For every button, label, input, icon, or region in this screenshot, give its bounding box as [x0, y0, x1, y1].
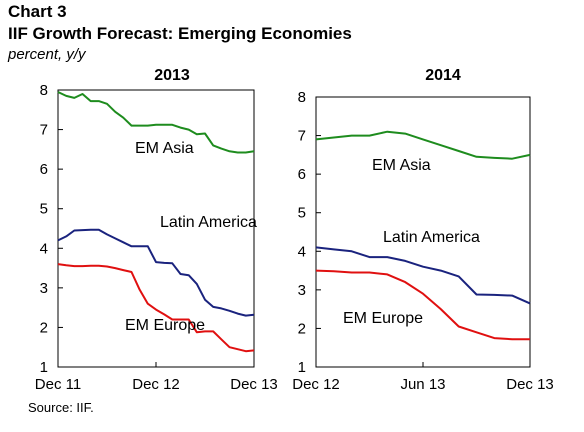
y-tick-label-0-0: 1 — [40, 359, 48, 376]
series-line-0-1 — [57, 228, 255, 317]
y-tick-label-1-4: 5 — [298, 205, 306, 222]
x-tick-label-1-2: Dec 13 — [506, 376, 554, 393]
y-tick-label-0-7: 8 — [40, 82, 48, 99]
source-note: Source: IIF. — [28, 400, 94, 415]
series-label-1-1: Latin America — [383, 229, 480, 246]
y-tick-label-0-4: 5 — [40, 201, 48, 218]
y-tick-label-0-6: 7 — [40, 122, 48, 139]
series-line-0-0 — [57, 91, 255, 154]
y-tick-label-0-3: 4 — [40, 240, 48, 257]
chart-units: percent, y/y — [8, 46, 86, 63]
y-tick-label-1-3: 4 — [298, 243, 306, 260]
y-tick-label-1-1: 2 — [298, 320, 306, 337]
y-tick-label-0-1: 2 — [40, 319, 48, 336]
series-line-0-2 — [57, 263, 255, 353]
series-line-1-1 — [315, 246, 531, 305]
series-line-1-2 — [315, 269, 530, 341]
x-tick-label-0-2: Dec 13 — [230, 376, 278, 393]
y-tick-label-0-5: 6 — [40, 161, 48, 178]
series-line-1-0 — [315, 130, 531, 160]
x-tick-label-0-1: Dec 12 — [132, 376, 180, 393]
y-tick-label-1-5: 6 — [298, 166, 306, 183]
panel-title-0: 2013 — [154, 67, 190, 84]
y-tick-label-1-6: 7 — [298, 128, 306, 145]
series-label-1-2: EM Europe — [343, 310, 423, 327]
x-tick-label-1-0: Dec 12 — [292, 376, 340, 393]
y-tick-label-1-0: 1 — [298, 359, 306, 376]
x-tick-label-1-1: Jun 13 — [400, 376, 445, 393]
series-label-1-0: EM Asia — [372, 157, 431, 174]
x-tick-label-0-0: Dec 11 — [35, 376, 81, 393]
series-label-0-0: EM Asia — [135, 140, 194, 157]
series-label-0-1: Latin America — [160, 214, 257, 231]
y-tick-label-0-2: 3 — [40, 280, 48, 297]
chart-number: Chart 3 — [8, 2, 67, 21]
series-label-0-2: EM Europe — [125, 317, 205, 334]
chart-title: IIF Growth Forecast: Emerging Economies — [8, 24, 352, 43]
y-tick-label-1-2: 3 — [298, 282, 306, 299]
y-tick-label-1-7: 8 — [298, 89, 306, 106]
panel-title-1: 2014 — [425, 67, 461, 84]
